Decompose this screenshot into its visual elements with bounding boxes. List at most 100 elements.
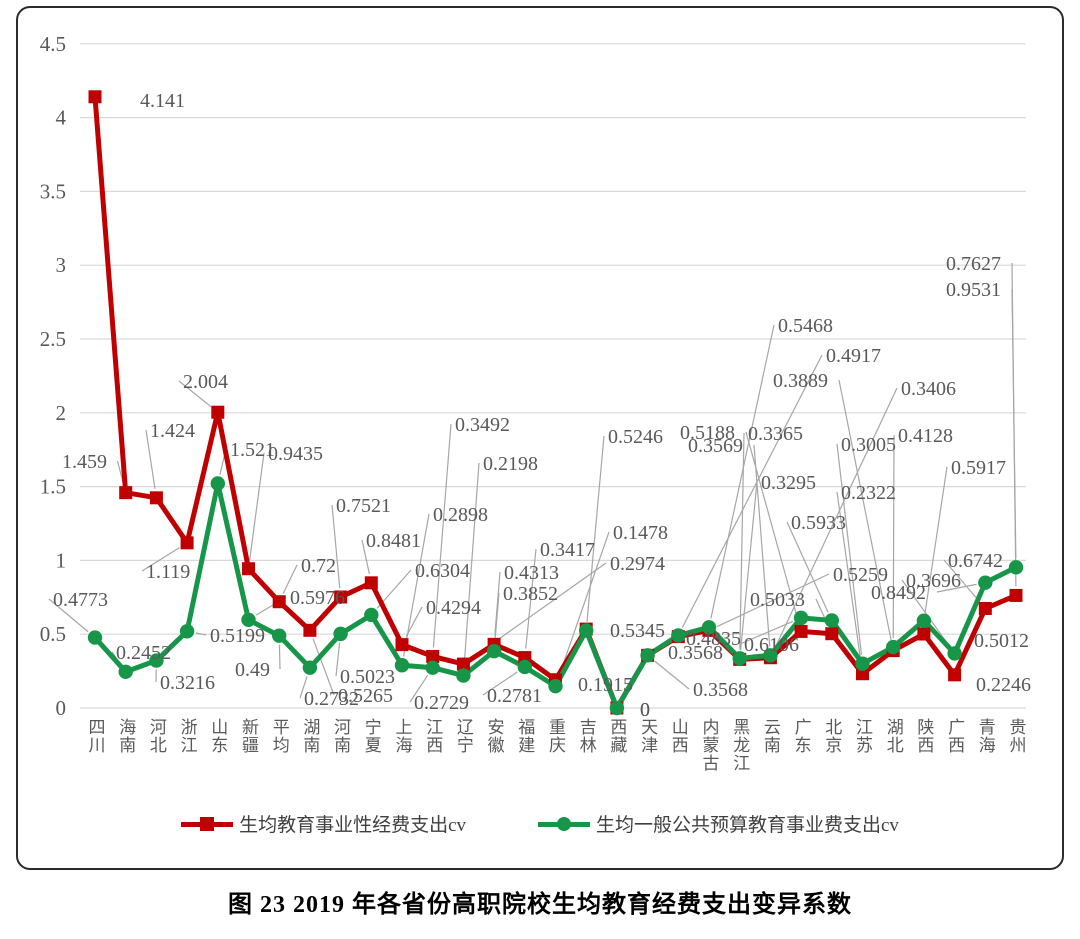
data-point-circle xyxy=(886,639,901,655)
data-value-label: 0 xyxy=(640,699,650,721)
data-point-circle xyxy=(732,651,747,666)
data-point-circle xyxy=(272,628,287,643)
leader-line xyxy=(681,354,823,628)
data-point-square xyxy=(978,601,992,615)
data-point-circle xyxy=(947,646,962,661)
data-value-label: 0 xyxy=(640,699,650,721)
data-value-label: 0.5012 xyxy=(974,630,1029,652)
x-category-label: 宁夏 xyxy=(362,718,382,754)
x-category-label: 辽宁 xyxy=(454,718,474,754)
data-value-label: 0.6742 xyxy=(948,550,1003,572)
data-point-circle xyxy=(671,628,686,643)
data-point-circle xyxy=(456,668,471,683)
data-point-circle xyxy=(978,575,993,590)
y-tick-label: 3 xyxy=(56,253,67,277)
x-category-label: 江苏 xyxy=(853,718,873,754)
data-value-label: 0.4128 xyxy=(898,425,953,447)
data-point-square xyxy=(948,668,962,682)
data-point-circle xyxy=(118,664,133,680)
green-series-markers xyxy=(87,476,1024,716)
leader-line xyxy=(1011,288,1017,559)
y-tick-label: 4 xyxy=(56,106,67,130)
x-category-label: 贵州 xyxy=(1007,718,1027,754)
data-value-label: 0.2898 xyxy=(433,504,488,526)
data-value-label: 0.3365 xyxy=(748,423,803,445)
data-point-circle xyxy=(824,613,839,628)
x-category-label: 广东 xyxy=(792,718,812,754)
chart-legend: 生均教育事业性经费支出cv 生均一般公共预算教育事业费支出cv xyxy=(0,810,1080,837)
data-value-label: 0.5345 xyxy=(610,620,665,642)
x-axis-category-labels: 四川 海南 河北 浙江 山东 新疆 平均 湖南 河南 宁夏 上海 江西 辽宁 安徽 福建 重庆 吉林 西藏 天津 山西… xyxy=(86,718,1027,772)
data-value-label: 0.3889 xyxy=(773,370,828,392)
data-value-label: 0.4313 xyxy=(504,562,559,584)
red-series-line xyxy=(92,96,1017,711)
data-value-label: 0.5976 xyxy=(290,587,345,609)
data-value-label: 0.1915 xyxy=(578,674,633,696)
data-value-label: 0.9435 xyxy=(268,443,323,465)
leader-line xyxy=(312,638,335,696)
leader-line xyxy=(525,548,537,649)
data-value-label: 0.5199 xyxy=(210,625,265,647)
data-value-label: 0.3852 xyxy=(503,583,558,605)
leader-line xyxy=(654,660,690,690)
data-value-label: 0.6106 xyxy=(744,634,799,656)
leader-line xyxy=(710,324,775,619)
y-tick-label: 2 xyxy=(56,401,67,425)
y-tick-label: 0.5 xyxy=(40,622,66,646)
leader-line xyxy=(48,598,89,633)
data-point-circle xyxy=(333,626,348,642)
leader-line xyxy=(924,466,948,612)
data-value-label: 0.72 xyxy=(301,555,336,577)
data-point-circle xyxy=(855,656,870,671)
legend-item-red[interactable]: 生均教育事业性经费支出cv xyxy=(181,810,466,837)
data-value-label: 0.5246 xyxy=(608,426,663,448)
data-point-square xyxy=(180,536,194,550)
leader-line xyxy=(753,444,771,647)
y-tick-label: 1.5 xyxy=(40,475,66,499)
data-value-label: 0.5933 xyxy=(791,512,846,534)
x-category-label: 新疆 xyxy=(239,718,259,754)
leader-line xyxy=(463,462,480,667)
data-point-square xyxy=(426,649,440,663)
data-value-label: 0.5265 xyxy=(338,685,393,707)
x-category-label: 上海 xyxy=(393,718,413,754)
x-category-label: 四川 xyxy=(86,718,106,754)
leader-line xyxy=(739,620,794,645)
data-point-square xyxy=(1009,588,1023,602)
legend-label-red: 生均教育事业性经费支出cv xyxy=(239,815,466,836)
data-point-circle xyxy=(364,607,379,623)
leader-line xyxy=(716,573,830,628)
leader-line xyxy=(901,579,950,647)
legend-item-green[interactable]: 生均一般公共预算教育事业费支出cv xyxy=(538,810,899,837)
data-value-label: 1.424 xyxy=(150,420,195,442)
data-value-label: 0.7627 xyxy=(946,253,1001,275)
line-chart: 0 0.5 1 1.5 2 2.5 3 3.5 4 4.5 四川 海南 河北 浙江 山东 新疆 平均 湖南 河南 宁夏… xyxy=(40,32,1031,772)
leader-line xyxy=(141,547,180,572)
leader-line xyxy=(494,592,500,643)
red-square-series-icon xyxy=(181,816,234,831)
leader-line xyxy=(331,504,341,589)
data-value-label: 0.49 xyxy=(235,659,270,681)
x-category-label: 西藏 xyxy=(607,718,627,754)
leader-line xyxy=(145,429,156,490)
data-point-circle xyxy=(640,648,655,663)
data-point-circle xyxy=(579,623,594,638)
x-category-label: 江西 xyxy=(423,718,443,754)
data-point-square xyxy=(119,486,133,500)
data-value-label: 0.3492 xyxy=(455,414,510,436)
x-category-label: 山西 xyxy=(669,718,688,754)
leader-line xyxy=(278,644,281,670)
x-category-label: 海南 xyxy=(116,718,136,754)
data-value-label: 0.7521 xyxy=(336,495,391,517)
data-value-label: 0.3569 xyxy=(688,435,743,457)
x-category-label: 安徽 xyxy=(485,718,505,754)
leader-line xyxy=(361,539,370,575)
data-point-square xyxy=(794,624,808,638)
leader-line xyxy=(249,452,265,560)
data-point-square xyxy=(364,576,378,590)
leader-line xyxy=(335,642,341,677)
chart-caption: 图 23 2019 年各省份高职院校生均教育经费支出变异系数 xyxy=(228,892,852,918)
data-point-circle xyxy=(701,620,717,635)
y-gridlines xyxy=(80,43,1026,709)
x-category-label: 云南 xyxy=(761,718,781,754)
